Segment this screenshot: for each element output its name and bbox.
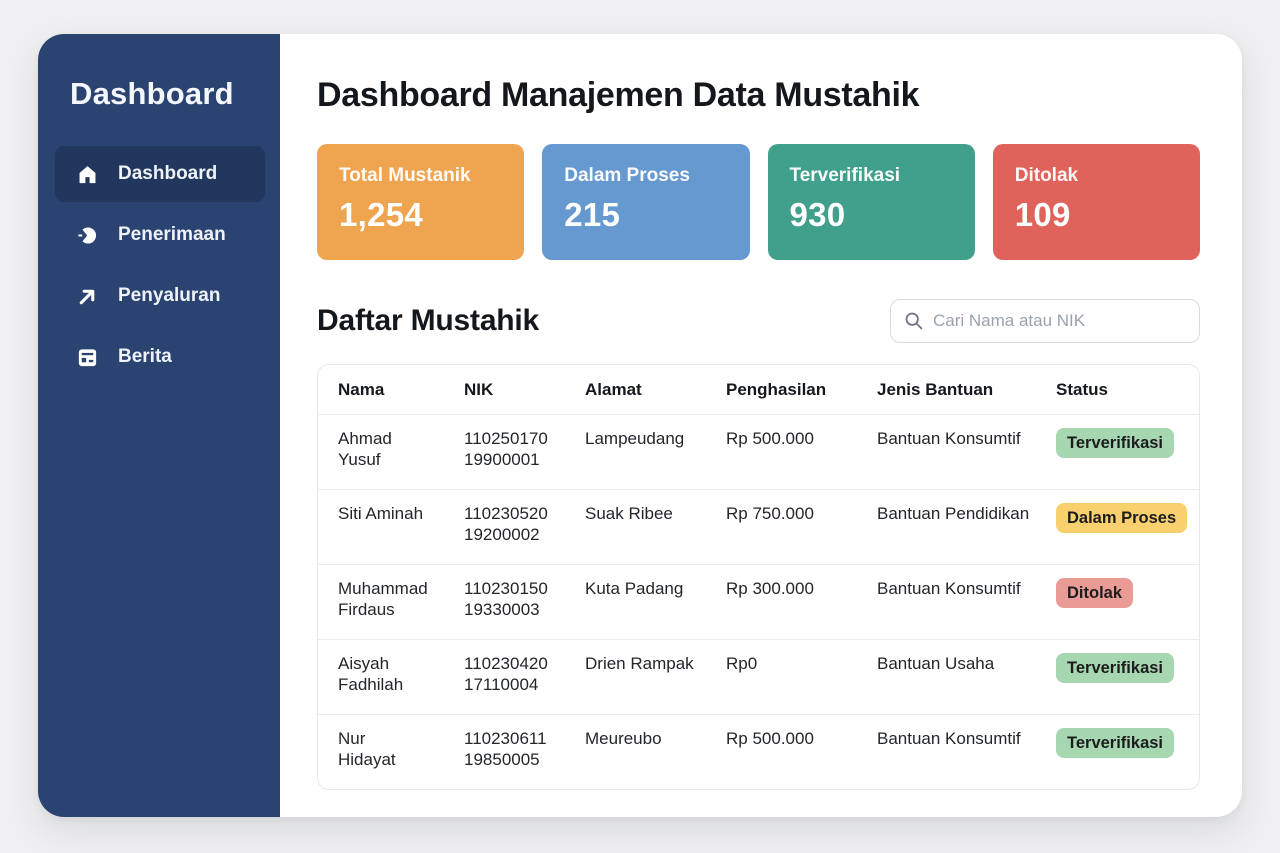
cell-penghasilan: Rp 500.000 [726,429,814,448]
sidebar-item-penerimaan[interactable]: Penerimaan [55,207,265,263]
cell-nik: 110230520 19200002 [464,504,548,544]
cell-jenis: Bantuan Pendidikan [877,504,1030,523]
cell-nama: Siti Aminah [338,504,424,523]
stats-row: Total Mustanik 1,254 Dalam Proses 215 Te… [317,144,1200,260]
arrow-up-right-icon [76,285,99,308]
status-badge: Terverifikasi [1056,728,1175,758]
cell-nik: 110230611 19850005 [464,729,547,769]
column-header-status: Status [1056,379,1108,399]
cell-alamat: Meureubo [585,729,662,748]
table-row: Nur Hidayat 110230611 19850005 Meureubo … [318,714,1199,789]
mustahik-table: Nama NIK Alamat Penghasilan Jenis Bantua… [317,364,1200,790]
main-content: Dashboard Manajemen Data Mustahik Total … [280,34,1242,817]
cell-penghasilan: Rp 750.000 [726,504,814,523]
cell-jenis: Bantuan Konsumtif [877,729,1021,748]
cell-alamat: Suak Ribee [585,504,673,523]
table-row: Muhammad Firdaus 110230150 19330003 Kuta… [318,564,1199,639]
cell-nik: 110250170 19900001 [464,429,548,469]
stat-label: Terverifikasi [789,165,901,186]
search-box [890,299,1200,343]
cell-nik: 110230420 17110004 [464,654,548,694]
cell-nama: Aisyah Fadhilah [338,654,404,694]
cell-alamat: Lampeudang [585,429,685,448]
column-header-penghasilan: Penghasilan [726,379,827,399]
column-header-nik: NIK [464,379,494,399]
status-badge: Terverifikasi [1056,428,1175,458]
stat-card-total-mustanik: Total Mustanik 1,254 [317,144,525,260]
sidebar: Dashboard Dashboard Penerimaan [38,34,280,817]
cell-jenis: Bantuan Usaha [877,654,995,673]
status-badge: Terverifikasi [1056,653,1175,683]
sidebar-item-label: Berita [118,346,172,367]
list-header: Daftar Mustahik [317,299,1200,343]
status-badge: Dalam Proses [1056,503,1188,533]
home-icon [76,163,99,186]
cell-penghasilan: Rp0 [726,654,758,673]
status-badge: Ditolak [1056,578,1134,608]
stat-value: 109 [1014,196,1071,233]
table-header-row: Nama NIK Alamat Penghasilan Jenis Bantua… [318,365,1199,414]
stat-label: Total Mustanik [339,165,471,186]
cell-nik: 110230150 19330003 [464,579,548,619]
stat-value: 1,254 [339,196,424,233]
sidebar-item-label: Dashboard [118,163,218,184]
app-window: Dashboard Dashboard Penerimaan [38,34,1242,817]
stat-card-terverifikasi: Terverifikasi 930 [767,144,975,260]
section-title: Daftar Mustahik [317,304,540,337]
sidebar-item-berita[interactable]: Berita [55,329,265,385]
cell-alamat: Drien Rampak [585,654,694,673]
sidebar-item-penyaluran[interactable]: Penyaluran [55,268,265,324]
cell-penghasilan: Rp 300.000 [726,579,814,598]
login-icon [76,224,99,247]
column-header-alamat: Alamat [585,379,642,399]
sidebar-item-dashboard[interactable]: Dashboard [55,146,265,202]
cell-nama: Muhammad Firdaus [338,579,428,619]
cell-nama: Nur Hidayat [338,729,396,769]
cell-jenis: Bantuan Konsumtif [877,429,1021,448]
page-title: Dashboard Manajemen Data Mustahik [317,76,920,114]
cell-nama: Ahmad Yusuf [338,429,392,469]
table-row: Siti Aminah 110230520 19200002 Suak Ribe… [318,489,1199,564]
sidebar-item-label: Penyaluran [118,285,221,306]
stat-card-dalam-proses: Dalam Proses 215 [542,144,750,260]
cell-penghasilan: Rp 500.000 [726,729,814,748]
stat-card-ditolak: Ditolak 109 [992,144,1200,260]
cell-jenis: Bantuan Konsumtif [877,579,1021,598]
news-icon [76,346,99,369]
sidebar-item-label: Penerimaan [118,224,226,245]
cell-alamat: Kuta Padang [585,579,684,598]
stat-value: 215 [564,196,621,233]
sidebar-title: Dashboard [70,76,234,111]
column-header-nama: Nama [338,379,385,399]
table-row: Aisyah Fadhilah 110230420 17110004 Drien… [318,639,1199,714]
stat-label: Dalam Proses [564,165,690,186]
sidebar-nav: Dashboard Penerimaan Penyaluran [38,146,280,385]
column-header-jenis: Jenis Bantuan [877,379,994,399]
search-input[interactable] [890,299,1200,343]
stat-label: Ditolak [1014,165,1079,186]
table-row: Ahmad Yusuf 110250170 19900001 Lampeudan… [318,414,1199,489]
stat-value: 930 [789,196,846,233]
